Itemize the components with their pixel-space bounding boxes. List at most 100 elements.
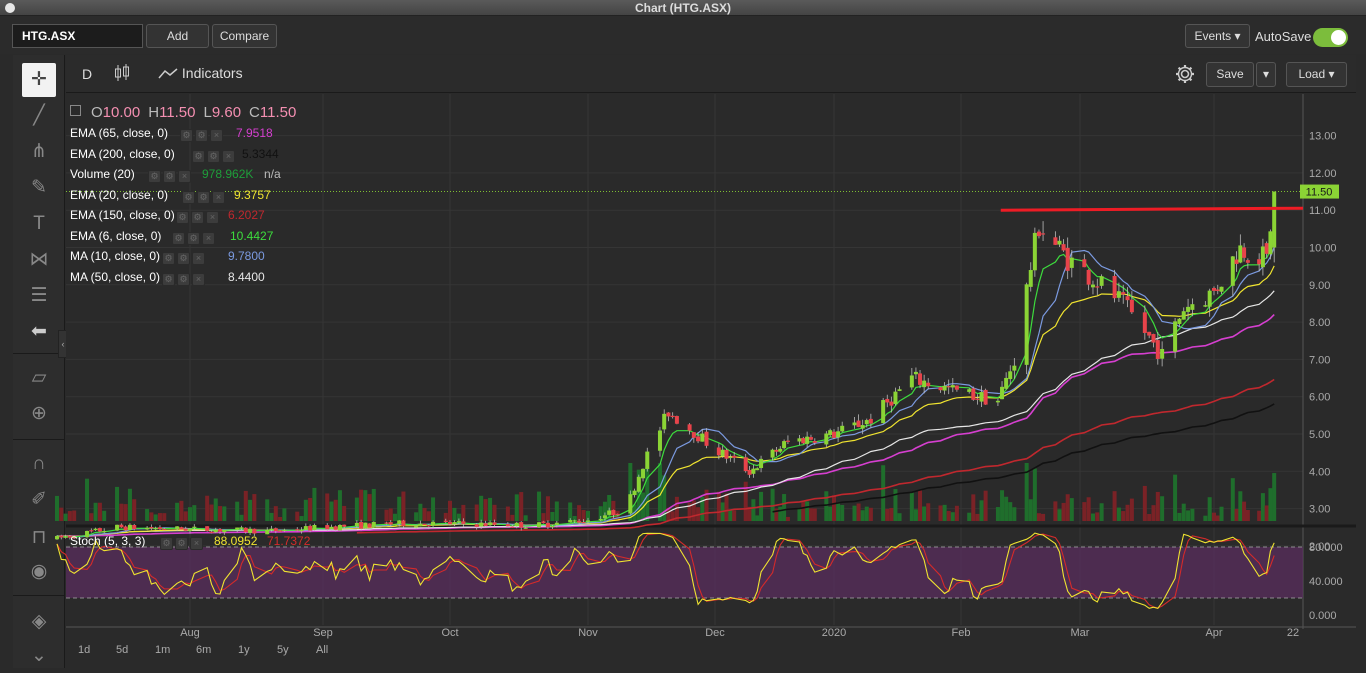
save-options-dropdown[interactable]: ▾ — [1256, 62, 1276, 87]
settings-icon[interactable]: ⚙ — [162, 272, 175, 286]
ruler-icon[interactable]: ▱ — [31, 367, 47, 388]
candle-body — [63, 536, 68, 538]
layers-icon[interactable]: ◈ — [31, 611, 47, 632]
gear-icon[interactable]: ⚙ — [187, 231, 200, 245]
settings-icon[interactable]: ⚙ — [160, 537, 173, 550]
symbol-input[interactable]: HTG.ASX — [12, 24, 143, 48]
candle — [183, 526, 188, 532]
settings-icon[interactable]: ⚙ — [192, 149, 205, 163]
candle — [1257, 253, 1262, 272]
indicators-button[interactable]: Indicators — [158, 65, 243, 81]
candle — [213, 527, 218, 533]
indicator-name[interactable]: Volume (20) — [70, 167, 135, 181]
candle-body — [1155, 340, 1160, 359]
gear-icon[interactable]: ⚙ — [177, 252, 190, 265]
trend-line-icon[interactable]: ╱ — [33, 105, 45, 126]
gear-icon[interactable]: ⚙ — [175, 537, 188, 550]
settings-icon[interactable]: ⚙ — [148, 170, 161, 183]
load-dropdown[interactable]: Load ▾ — [1286, 62, 1347, 87]
range-button-1y[interactable]: 1y — [238, 644, 250, 656]
resistance-line[interactable] — [1000, 206, 1304, 212]
add-button[interactable]: Add — [146, 24, 209, 48]
range-button-1m[interactable]: 1m — [155, 644, 171, 656]
close-icon[interactable]: × — [192, 252, 205, 265]
settings-icon[interactable]: ⚙ — [180, 129, 193, 142]
close-icon[interactable]: × — [210, 129, 223, 142]
candle-body — [367, 523, 372, 528]
candle — [363, 522, 368, 529]
close-icon[interactable]: × — [178, 170, 191, 183]
interval-selector[interactable]: D — [82, 66, 93, 82]
gear-icon[interactable]: ⚙ — [197, 190, 210, 204]
settings-icon[interactable]: ⚙ — [176, 211, 189, 224]
close-icon[interactable]: × — [202, 231, 215, 245]
settings-icon[interactable]: ⚙ — [182, 190, 195, 204]
candle — [426, 524, 431, 530]
volume-bar — [537, 491, 542, 521]
candle — [1061, 239, 1066, 252]
candle — [371, 521, 376, 528]
text-icon[interactable]: T — [33, 213, 45, 234]
indicator-name[interactable]: EMA (20, close, 0) — [70, 187, 169, 202]
pitchfork-icon[interactable]: ⋔ — [31, 141, 47, 162]
range-button-all[interactable]: All — [316, 644, 329, 656]
candle-body — [414, 526, 419, 528]
candle — [852, 417, 857, 429]
compare-button[interactable]: Compare — [212, 24, 277, 48]
brush-icon[interactable]: ✎ — [31, 177, 47, 198]
settings-icon[interactable]: ⚙ — [172, 231, 185, 245]
volume-bar — [946, 510, 951, 521]
pattern-icon[interactable]: ⋈ — [29, 249, 49, 270]
stoch-name[interactable]: Stoch (5, 3, 3) — [70, 534, 146, 548]
close-icon[interactable]: × — [190, 537, 203, 550]
candle-type-icon[interactable] — [114, 63, 130, 86]
gear-icon[interactable]: ⚙ — [163, 170, 176, 183]
candle-body — [1082, 259, 1087, 268]
settings-gear-icon[interactable] — [1174, 63, 1196, 88]
close-icon[interactable]: × — [212, 190, 225, 204]
window-close-icon[interactable] — [5, 3, 15, 13]
range-button-6m[interactable]: 6m — [196, 644, 212, 656]
candle — [881, 397, 886, 424]
magnet-icon[interactable]: ∩ — [32, 453, 46, 474]
save-button[interactable]: Save — [1206, 62, 1254, 87]
gear-icon[interactable]: ⚙ — [207, 149, 220, 163]
collapse-legend-icon[interactable] — [70, 105, 81, 116]
candle — [1173, 317, 1178, 359]
close-icon[interactable]: × — [192, 272, 205, 286]
volume-bar — [1186, 510, 1191, 521]
close-icon[interactable]: × — [206, 211, 219, 224]
range-button-1d[interactable]: 1d — [78, 644, 91, 656]
volume-bar — [1257, 510, 1262, 521]
unlock-icon[interactable]: ⊓ — [31, 527, 47, 548]
volume-bar — [337, 490, 342, 521]
gear-icon[interactable]: ⚙ — [191, 211, 204, 224]
range-button-5y[interactable]: 5y — [277, 644, 289, 656]
chevron-down-icon[interactable]: ⌄ — [31, 645, 47, 666]
range-button-5d[interactable]: 5d — [116, 644, 129, 656]
back-arrow-icon[interactable]: ⬅ — [31, 321, 47, 342]
zoom-icon[interactable]: ⊕ — [31, 403, 47, 424]
candle-body — [392, 524, 397, 526]
indicator-name[interactable]: MA (10, close, 0) — [70, 249, 161, 263]
indicator-name[interactable]: MA (50, close, 0) — [70, 269, 161, 284]
indicator-name[interactable]: EMA (150, close, 0) — [70, 208, 175, 222]
volume-bar — [282, 508, 287, 521]
gear-icon[interactable]: ⚙ — [195, 129, 208, 142]
volume-bar — [205, 495, 210, 521]
crosshair-icon[interactable]: ✛ — [22, 63, 56, 97]
indicator-name[interactable]: EMA (200, close, 0) — [70, 146, 175, 161]
close-icon[interactable]: × — [222, 149, 235, 163]
fib-icon[interactable]: ☰ — [30, 285, 48, 306]
indicator-name[interactable]: EMA (6, close, 0) — [70, 228, 162, 243]
events-dropdown[interactable]: Events ▾ — [1185, 24, 1250, 48]
gear-icon[interactable]: ⚙ — [177, 272, 190, 286]
lock-draw-icon[interactable]: ✐ — [31, 489, 47, 510]
volume-bar — [239, 514, 244, 521]
settings-icon[interactable]: ⚙ — [162, 252, 175, 265]
eye-icon[interactable]: ◉ — [30, 561, 48, 582]
autosave-toggle[interactable] — [1313, 28, 1348, 47]
candle — [149, 524, 154, 531]
indicator-name[interactable]: EMA (65, close, 0) — [70, 126, 169, 140]
